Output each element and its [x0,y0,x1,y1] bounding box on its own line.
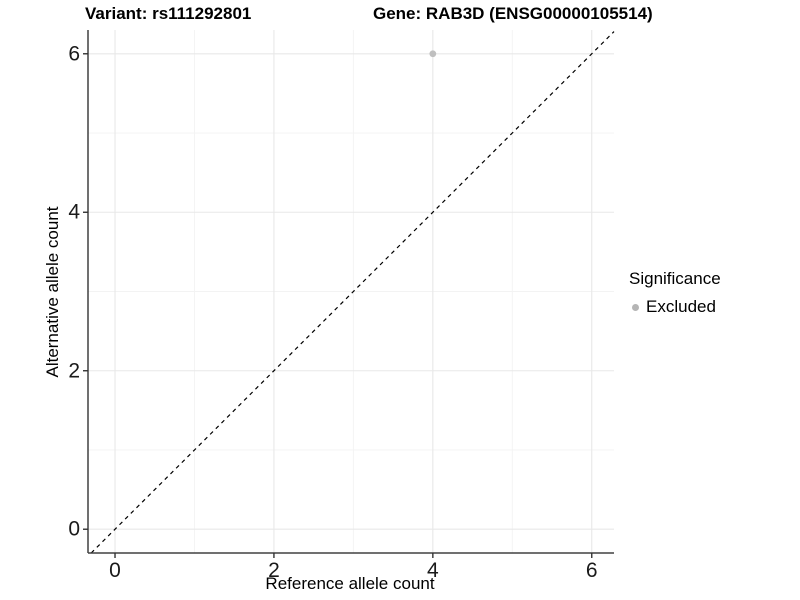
y-axis-title: Alternative allele count [43,206,62,378]
y-tick-label: 2 [68,359,80,383]
x-tick-label: 6 [585,559,598,582]
y-tick-label: 0 [68,517,80,541]
identity-dashed-line [90,31,615,554]
plot-title-gene: Gene: RAB3D (ENSG00000105514) [373,4,653,23]
legend-item-label: Excluded [646,297,716,316]
data-point [429,50,437,58]
y-tick-label: 4 [68,200,80,224]
legend-title: Significance [629,269,721,288]
x-tick-label: 2 [268,559,280,582]
legend-marker-circle-icon [632,303,639,311]
plot-title-variant: Variant: rs111292801 [85,4,252,23]
x-tick-label: 4 [426,559,439,582]
y-tick-label: 6 [68,42,80,66]
legend-item-excluded: Excluded [629,297,721,317]
x-axis-title: Reference allele count [265,574,435,593]
plot-panel [83,30,615,558]
x-tick-label: 0 [109,559,121,582]
legend: Significance Excluded [629,269,721,317]
